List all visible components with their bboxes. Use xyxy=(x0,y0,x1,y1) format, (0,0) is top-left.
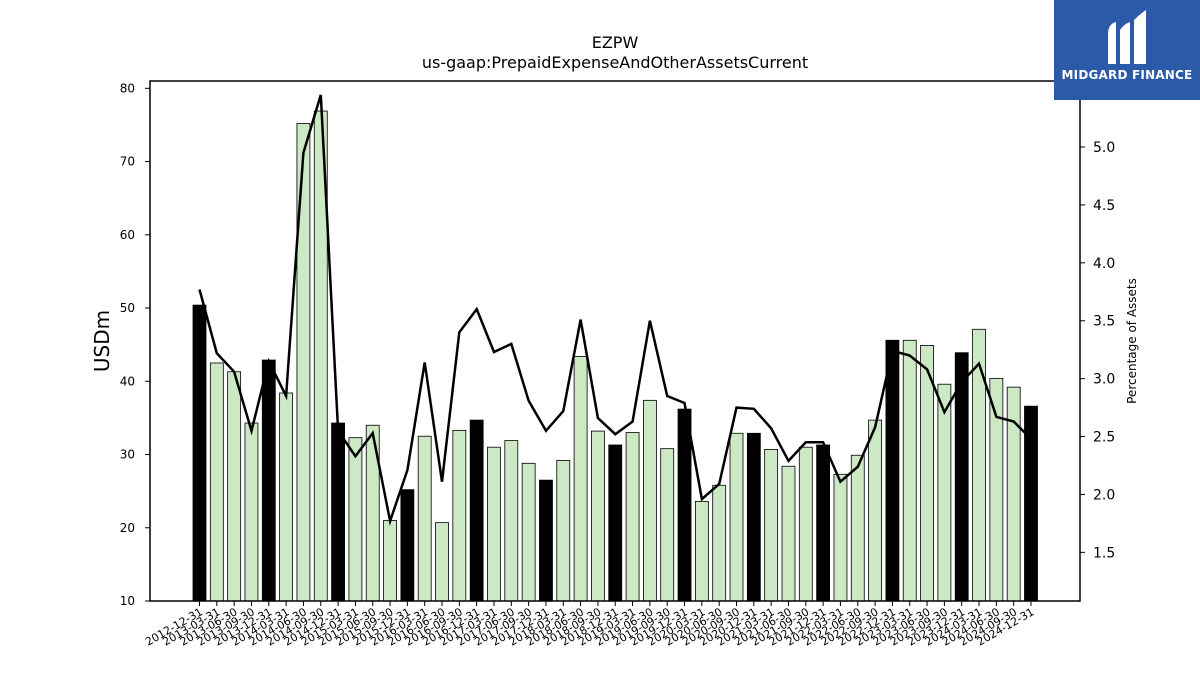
y2-tick-label: 3.5 xyxy=(1093,314,1115,330)
bar-quarter xyxy=(591,430,605,602)
bar-quarter xyxy=(417,435,432,602)
logo-mark-icon xyxy=(1108,10,1146,64)
bar-annual xyxy=(677,408,692,602)
bar-quarter xyxy=(279,392,294,602)
y-tick-label: 40 xyxy=(120,374,135,388)
bar-quarter xyxy=(729,432,744,602)
bar-quarter xyxy=(712,484,727,602)
y2-tick-label: 2.0 xyxy=(1093,487,1115,503)
bar-quarter xyxy=(937,383,952,602)
bar-quarter xyxy=(244,422,259,602)
bar-annual xyxy=(885,339,900,602)
bar-quarter xyxy=(764,448,779,602)
bar-quarter xyxy=(989,377,1004,602)
bar-quarter xyxy=(504,440,519,602)
bar-annual xyxy=(331,422,345,602)
bar-quarter xyxy=(209,362,224,602)
y2-tick-label: 4.5 xyxy=(1093,198,1115,214)
bar-annual xyxy=(816,444,831,602)
bar-quarter xyxy=(642,399,657,602)
logo-text: MIDGARD FINANCE xyxy=(1061,68,1193,82)
bar-quarter xyxy=(521,462,536,602)
y-tick-label: 10 xyxy=(120,594,135,608)
bar-quarter xyxy=(625,432,640,602)
bar-annual xyxy=(400,489,415,602)
bar-annual xyxy=(539,479,553,602)
bar-quarter xyxy=(833,473,848,602)
left-axis: 10 20 30 40 50 60 70 80 xyxy=(120,81,150,608)
y2-tick-label: 2.5 xyxy=(1093,430,1115,446)
bar-annual xyxy=(608,444,623,602)
bar-quarter xyxy=(902,339,917,602)
y-tick-label: 30 xyxy=(120,448,135,462)
bar-quarter xyxy=(868,419,882,602)
y-tick-label: 70 xyxy=(120,155,135,169)
bar-quarter xyxy=(556,459,571,602)
right-axis: 1.5 2.0 2.5 3.0 3.5 4.0 4.5 5.0 xyxy=(1080,140,1115,561)
bar-quarter xyxy=(850,454,865,602)
bar-quarter xyxy=(383,520,397,602)
y-tick-label: 60 xyxy=(120,228,135,242)
bar-quarter xyxy=(452,429,467,602)
bar-annual xyxy=(192,304,207,602)
bar-quarter xyxy=(435,522,449,602)
bar-quarter xyxy=(487,446,501,602)
bar-quarter xyxy=(348,437,363,602)
y2-tick-label: 5.0 xyxy=(1093,140,1115,156)
y2-tick-label: 1.5 xyxy=(1093,545,1115,561)
bar-annual xyxy=(746,432,761,602)
bar-quarter xyxy=(694,500,709,602)
bar-quarter xyxy=(660,448,675,602)
y2-axis-label: Percentage of Assets xyxy=(1125,278,1139,404)
midgard-finance-logo: MIDGARD FINANCE xyxy=(1054,0,1200,100)
y-tick-label: 20 xyxy=(120,521,135,535)
bar-annual xyxy=(261,359,276,602)
bar-annual xyxy=(469,419,484,602)
chart-title: EZPW xyxy=(592,33,639,52)
y-tick-label: 80 xyxy=(120,81,135,95)
y-tick-label: 50 xyxy=(120,301,135,315)
bar-quarter xyxy=(573,355,588,602)
bar-quarter xyxy=(798,446,813,602)
y2-tick-label: 3.0 xyxy=(1093,372,1115,388)
chart-subtitle: us-gaap:PrepaidExpenseAndOtherAssetsCurr… xyxy=(422,53,808,72)
percentage-line xyxy=(198,94,1032,526)
bar-quarter xyxy=(296,123,311,602)
bar-quarter xyxy=(781,465,796,602)
x-axis: 2012-12-312013-03-312013-06-302013-09-30… xyxy=(143,601,1037,649)
y-axis-label: USDm xyxy=(90,310,114,372)
y2-tick-label: 4.0 xyxy=(1093,256,1115,272)
bar-quarter xyxy=(227,371,242,602)
